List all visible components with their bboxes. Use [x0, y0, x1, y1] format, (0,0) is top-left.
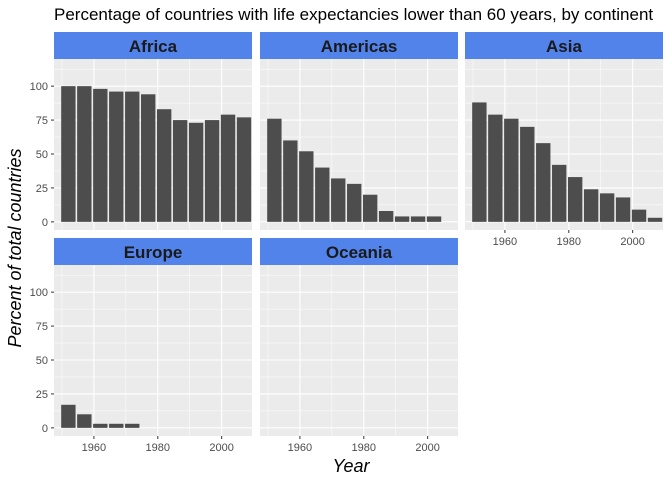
x-tick-label: 1960: [493, 236, 517, 248]
bar-africa-1952: [61, 86, 76, 222]
facet-asia: Asia 1960 1980 2000: [465, 32, 663, 248]
x-tick-label: 2000: [415, 442, 439, 454]
facet-africa: Africa 0 25 50 75 100: [30, 32, 252, 230]
bar-africa-1957: [77, 86, 92, 222]
bar-americas-1982: [362, 194, 378, 222]
bar-asia-1977: [552, 164, 567, 222]
bar-americas-1967: [315, 167, 330, 222]
bar-americas-1962: [299, 151, 314, 222]
strip-background: [260, 238, 458, 265]
bar-africa-2002: [220, 114, 236, 222]
x-axis-title: Year: [332, 456, 370, 476]
strip-label-africa: Africa: [129, 37, 178, 56]
bar-asia-1997: [615, 197, 631, 222]
chart-title: Percentage of countries with life expect…: [54, 5, 653, 24]
facet-europe: Europe 0 25 50 75 100 1960 1980 2000: [30, 238, 252, 454]
panel-background: [260, 265, 458, 436]
y-tick-label: 25: [36, 183, 48, 195]
y-tick-label: 50: [36, 149, 48, 161]
bar-africa-2007: [236, 117, 252, 222]
bar-europe-1952: [61, 404, 76, 428]
strip-label-asia: Asia: [546, 37, 582, 56]
bar-europe-1957: [77, 414, 92, 428]
bar-americas-1992: [394, 216, 410, 222]
bar-americas-1977: [347, 183, 362, 222]
bar-asia-1972: [536, 143, 551, 222]
bar-africa-1967: [109, 91, 124, 222]
bar-americas-2002: [426, 216, 442, 222]
y-tick-label: 100: [30, 287, 48, 299]
panel-background: [54, 265, 252, 436]
y-tick-label: 0: [42, 423, 48, 435]
strip-background: [54, 238, 252, 265]
bar-europe-1962: [93, 423, 108, 428]
bar-americas-1987: [378, 211, 394, 222]
strip-label-europe: Europe: [124, 243, 183, 262]
bar-europe-1967: [109, 423, 124, 428]
y-tick-label: 100: [30, 81, 48, 93]
bar-americas-1957: [283, 140, 298, 222]
bar-asia-1987: [583, 189, 599, 222]
bar-asia-1952: [472, 102, 487, 222]
bar-americas-1952: [267, 118, 282, 222]
bar-africa-1997: [204, 120, 220, 222]
y-tick-label: 75: [36, 321, 48, 333]
y-tick-label: 75: [36, 115, 48, 127]
x-tick-label: 1960: [82, 442, 106, 454]
strip-label-americas: Americas: [321, 37, 398, 56]
bar-africa-1977: [141, 94, 156, 222]
x-tick-label: 2000: [620, 236, 644, 248]
y-tick-label: 50: [36, 355, 48, 367]
x-tick-label: 1980: [557, 236, 581, 248]
x-tick-label: 1980: [146, 442, 170, 454]
bar-asia-1967: [520, 126, 535, 222]
bar-europe-1972: [125, 423, 140, 428]
bar-africa-1982: [156, 109, 172, 222]
bar-africa-1962: [93, 88, 108, 222]
bar-asia-1992: [599, 193, 615, 222]
strip-background: [54, 32, 252, 59]
x-tick-label: 2000: [209, 442, 233, 454]
bar-asia-1982: [567, 177, 583, 222]
y-tick-label: 25: [36, 389, 48, 401]
y-axis-title: Percent of total countries: [5, 148, 25, 347]
strip-background: [465, 32, 663, 59]
bar-asia-1962: [504, 118, 519, 222]
facet-americas: Americas: [260, 32, 458, 230]
bar-americas-1972: [331, 178, 346, 222]
strip-background: [260, 32, 458, 59]
bar-asia-2002: [631, 209, 647, 222]
bar-asia-1957: [488, 114, 503, 222]
x-tick-label: 1980: [352, 442, 376, 454]
bar-africa-1992: [188, 122, 204, 222]
strip-label-oceania: Oceania: [326, 243, 393, 262]
bar-africa-1972: [125, 91, 140, 222]
bar-americas-1997: [410, 216, 426, 222]
facet-panels: Africa 0 25 50 75 100 Americas Asia 1960 1980 2000…: [30, 32, 663, 454]
facet-oceania: Oceania 1960 1980 2000: [260, 238, 458, 454]
x-tick-label: 1960: [288, 442, 312, 454]
y-tick-label: 0: [42, 217, 48, 229]
bar-africa-1987: [172, 120, 188, 222]
bar-asia-2007: [647, 217, 663, 222]
